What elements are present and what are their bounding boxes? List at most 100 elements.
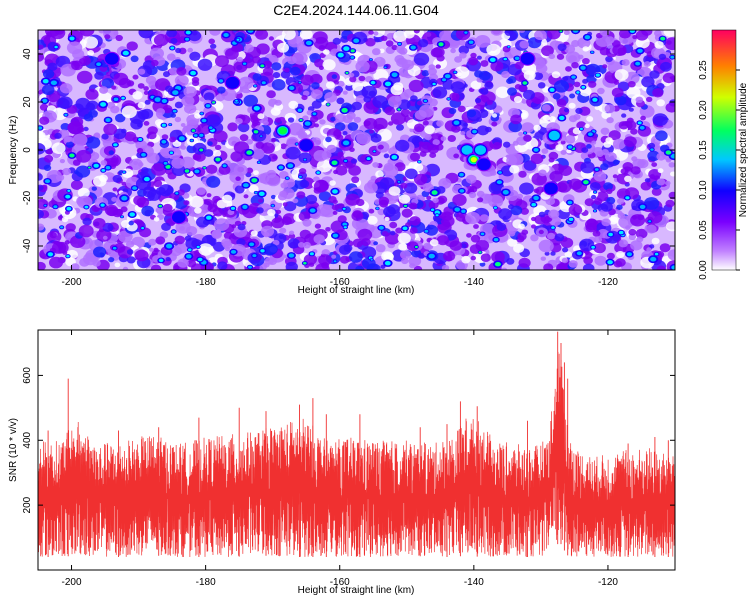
heatmap-cell [594,255,607,266]
heatmap-cell [84,205,89,209]
heatmap-cell [180,156,195,169]
heatmap-cell [153,179,163,188]
heatmap-cell [111,85,117,90]
heatmap-cell [477,125,489,136]
heatmap-cell [591,140,597,145]
heatmap-cell [640,115,646,121]
heatmap-cell [166,53,176,61]
heatmap-cell [191,76,200,84]
heatmap-cell [257,161,261,164]
heatmap-cell [564,251,572,258]
heatmap-cell [345,71,349,75]
heatmap-cell [409,216,421,226]
heatmap-cell [375,244,386,253]
heatmap-cell [54,45,58,49]
heatmap-cell [584,35,591,40]
heatmap-cell [649,244,655,249]
heatmap-cell [628,233,637,240]
heatmap-cell [65,194,71,199]
heatmap-cell [280,70,291,79]
heatmap-cell [510,114,522,125]
heatmap-cell [493,238,499,242]
heatmap-cell [85,88,99,100]
heatmap-cell [356,132,372,145]
heatmap-cell [288,233,296,239]
heatmap-cell [636,236,644,243]
heatmap-cell [468,57,479,66]
heatmap-cell [620,168,629,175]
heatmap-cell [137,102,146,109]
heatmap-cell [583,256,593,265]
heatmap-cell [298,168,307,175]
heatmap-cell [624,175,632,182]
heatmap-cell [431,190,438,195]
heatmap-cell [38,126,43,130]
heatmap-cell [215,55,229,68]
heatmap-cell [256,207,264,214]
heatmap-cell [62,168,71,176]
heatmap-cell [651,237,660,245]
heatmap-cell [289,230,295,235]
heatmap-cell [517,232,527,241]
heatmap-cell [201,118,207,123]
heatmap-cell [207,141,213,146]
heatmap-cell [565,66,572,72]
hotspot-contour [172,211,186,224]
heatmap-cell [298,211,311,222]
heatmap-cell [478,88,484,93]
heatmap-cell [289,86,295,90]
heatmap-cell [538,229,544,235]
heatmap-cell [91,186,98,191]
heatmap-cell [484,193,493,201]
heatmap-cell [242,62,247,65]
heatmap-cell [534,98,542,105]
heatmap-cell [292,198,299,204]
heatmap-cell [656,99,665,107]
heatmap-cell [519,182,534,195]
heatmap-cell [541,104,551,112]
heatmap-cell [314,58,325,68]
heatmap-cell [432,82,436,86]
heatmap-cell [643,61,651,67]
heatmap-cell [447,135,456,142]
heatmap-cell [254,191,258,194]
heatmap-cell [351,211,364,221]
heatmap-cell [235,176,241,181]
heatmap-cell [213,130,228,143]
heatmap-cell [318,191,331,202]
heatmap-cells [38,30,675,270]
heatmap-cell [128,220,134,226]
heatmap-cell [288,100,299,109]
heatmap-cell [601,218,611,227]
heatmap-cell [325,136,332,143]
heatmap-cell [243,194,249,199]
heatmap-cell [235,99,238,102]
heatmap-cell [331,254,337,259]
heatmap-cell [643,197,660,210]
heatmap-cell [162,203,173,213]
heatmap-cell [591,245,595,249]
heatmap-cell [474,97,482,104]
heatmap-cell [562,247,569,253]
heatmap-cell [374,38,380,43]
heatmap-cell [141,227,145,230]
heatmap-cell [648,142,656,149]
heatmap-cell [222,164,227,168]
heatmap-cell [336,97,345,105]
heatmap-cell [65,141,74,148]
heatmap-cell [180,123,186,127]
heatmap-cell [328,196,337,203]
heatmap-cell [153,217,160,222]
heatmap-cell [101,133,109,140]
heatmap-cell [260,225,275,237]
heatmap-cell [147,189,161,201]
heatmap-cell [121,181,127,186]
heatmap-cell [39,103,49,111]
heatmap-cell [342,207,346,210]
heatmap-cell [544,251,550,256]
heatmap-cell [44,204,47,207]
heatmap-cell [660,61,672,72]
heatmap-cell [54,132,62,139]
